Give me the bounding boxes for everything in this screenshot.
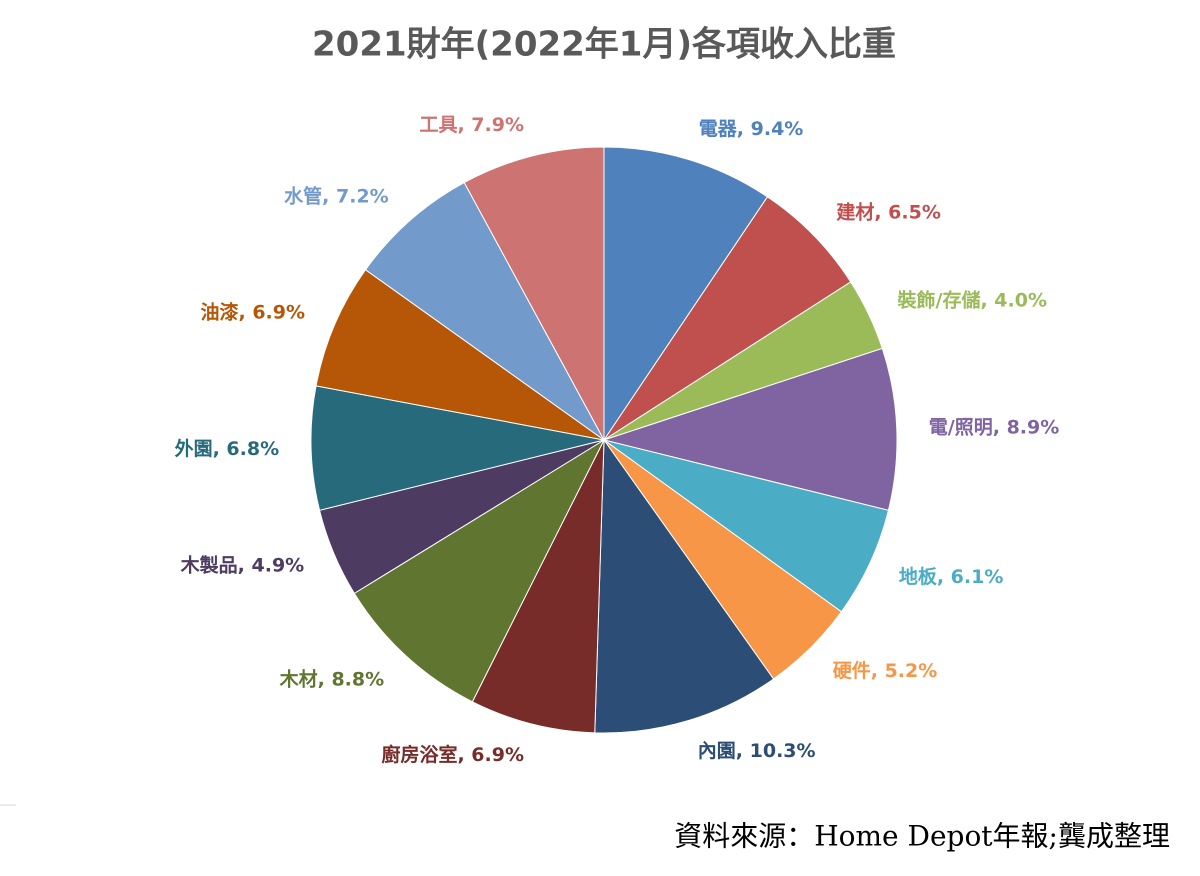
label-separator: , <box>238 301 252 323</box>
label-category: 木製品 <box>180 553 238 576</box>
label-category: 硬件 <box>833 658 871 681</box>
label-value: 7.9% <box>471 113 524 135</box>
label-separator: , <box>993 416 1007 438</box>
pie-slice <box>364 181 605 441</box>
label-value: 7.2% <box>336 185 389 207</box>
label-category: 電器 <box>699 118 738 140</box>
label-category: 木材 <box>279 667 318 690</box>
data-label: 地板, 6.1% <box>899 564 1004 587</box>
label-value: 9.4% <box>751 118 804 140</box>
data-label: 裝飾/存儲, 4.0% <box>897 288 1047 311</box>
pie-slice <box>353 438 606 703</box>
label-separator: , <box>213 438 227 460</box>
label-separator: , <box>736 740 750 762</box>
label-value: 4.9% <box>252 554 305 576</box>
data-label: 內園, 10.3% <box>698 740 816 762</box>
label-value: 6.9% <box>471 744 524 766</box>
label-category: 水管 <box>284 184 322 207</box>
label-category: 內園 <box>698 740 736 762</box>
pie-slice <box>463 146 605 441</box>
label-separator: , <box>322 185 336 207</box>
data-label: 木製品, 4.9% <box>180 553 305 576</box>
label-separator: , <box>457 113 471 135</box>
label-value: 6.9% <box>252 301 305 323</box>
label-separator: , <box>937 565 951 587</box>
label-separator: , <box>457 744 471 766</box>
pie-slice <box>315 269 605 441</box>
label-value: 8.8% <box>331 668 384 690</box>
chart-title: 2021財年(2022年1月)各項收入比重 <box>312 25 896 65</box>
label-separator: , <box>980 289 994 311</box>
pie-slice <box>603 146 769 442</box>
label-category: 油漆 <box>200 300 238 323</box>
label-category: 電/照明 <box>929 416 993 438</box>
pie-slice <box>471 439 605 734</box>
data-label: 水管, 7.2% <box>284 184 389 207</box>
label-value: 4.0% <box>994 289 1047 311</box>
data-label: 廚房浴室, 6.9% <box>381 743 524 766</box>
label-value: 6.1% <box>951 565 1004 587</box>
label-value: 5.2% <box>885 659 938 681</box>
label-separator: , <box>871 659 885 681</box>
data-label: 外園, 6.8% <box>175 437 280 460</box>
pie-slice <box>602 347 898 511</box>
label-separator: , <box>318 668 332 690</box>
label-value: 6.8% <box>226 438 279 460</box>
label-separator: , <box>737 118 751 140</box>
label-value: 10.3% <box>750 740 816 762</box>
data-label: 電/照明, 8.9% <box>929 416 1059 438</box>
label-separator: , <box>238 554 252 576</box>
label-value: 8.9% <box>1007 416 1060 438</box>
label-category: 廚房浴室 <box>381 743 457 766</box>
label-separator: , <box>874 201 888 223</box>
label-category: 工具 <box>419 113 457 135</box>
label-category: 外園 <box>175 437 213 460</box>
pie-slice <box>310 385 605 511</box>
data-label: 工具, 7.9% <box>419 113 524 135</box>
label-category: 建材 <box>836 200 874 223</box>
label-value: 6.5% <box>888 201 941 223</box>
data-label: 木材, 8.8% <box>279 667 385 690</box>
source-note: 資料來源：Home Depot年報;龔成整理 <box>674 820 1170 853</box>
data-label: 建材, 6.5% <box>836 200 941 223</box>
pie-slice <box>603 196 852 441</box>
label-category: 裝飾/存儲 <box>897 288 981 311</box>
data-label: 油漆, 6.9% <box>200 300 305 323</box>
data-label: 硬件, 5.2% <box>833 658 938 681</box>
data-label: 電器, 9.4% <box>699 118 804 140</box>
pie-slice <box>594 438 775 734</box>
label-category: 地板 <box>899 564 938 587</box>
